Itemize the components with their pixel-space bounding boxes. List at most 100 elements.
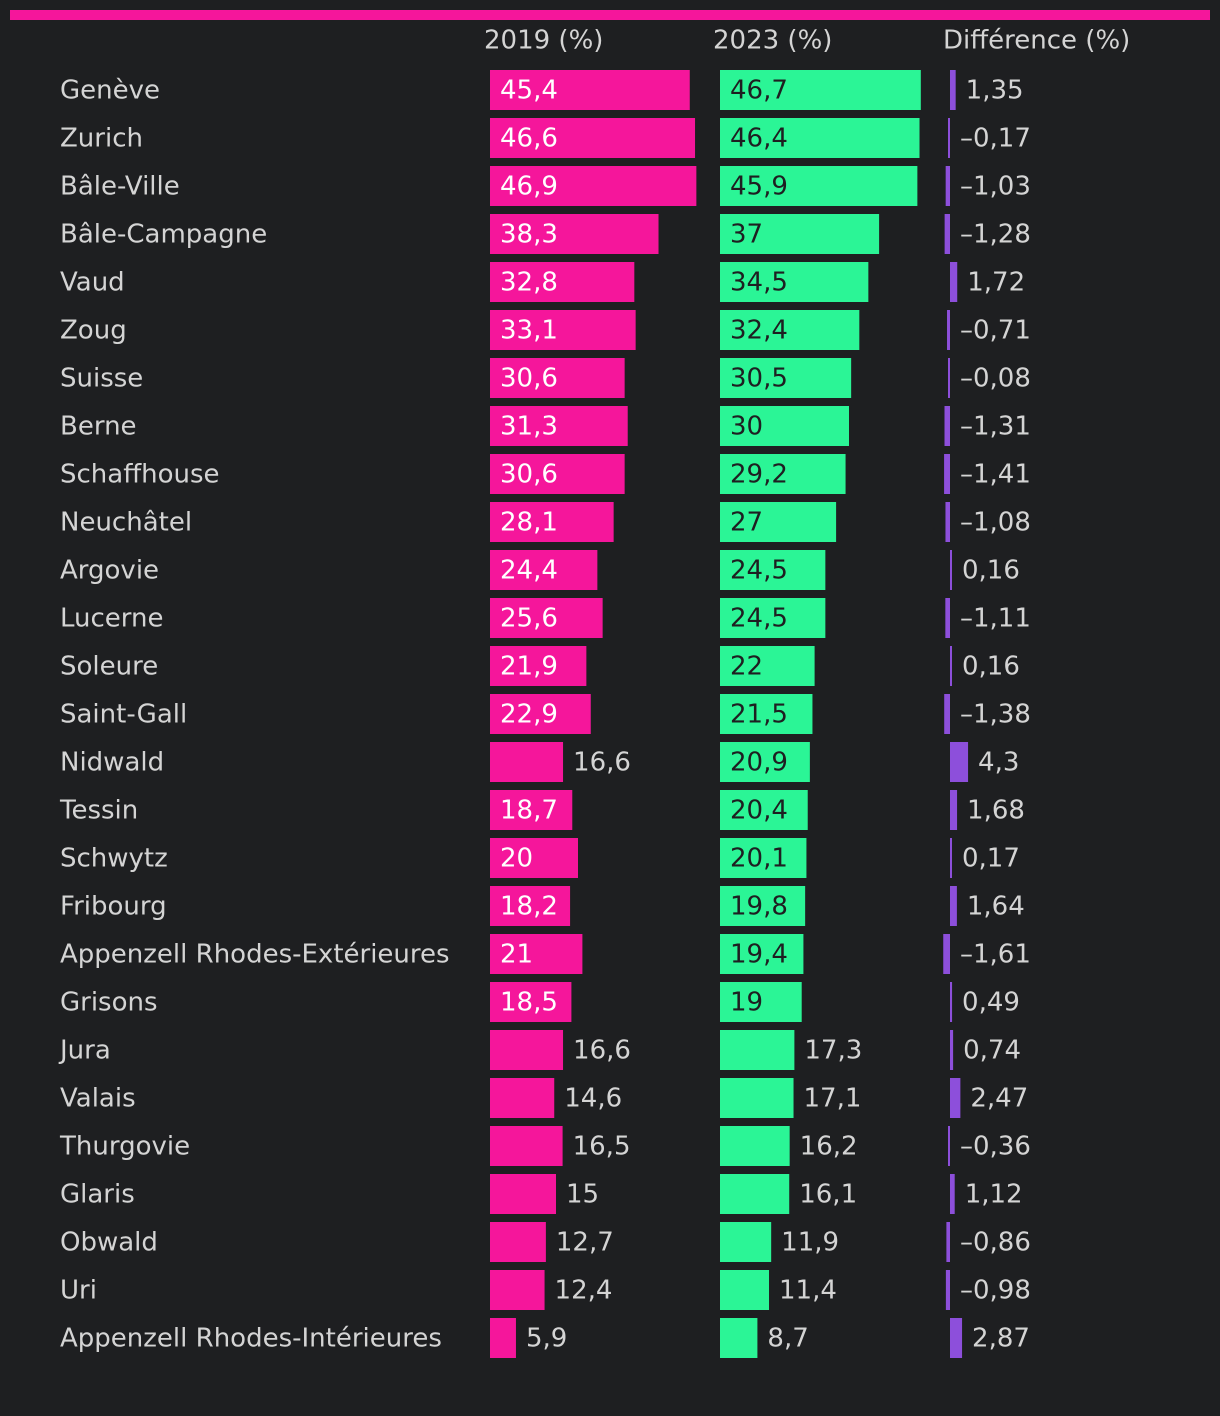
data-label-2019: 12,7 <box>556 1228 614 1258</box>
table-row: Valais 14,6 17,1 2,47 <box>60 1078 1028 1118</box>
data-label-2019: 18,7 <box>500 796 558 826</box>
bar-difference <box>950 886 957 926</box>
data-label-2023: 32,4 <box>730 316 788 346</box>
table-row: Saint-Gall 22,9 21,5 –1,38 <box>60 694 1031 734</box>
data-label-difference: –0,08 <box>960 364 1031 394</box>
data-label-2019: 18,5 <box>500 988 558 1018</box>
bar-2023 <box>720 1078 794 1118</box>
data-label-difference: 1,68 <box>967 796 1025 826</box>
data-label-2023: 46,7 <box>730 76 788 106</box>
data-label-2023: 20,4 <box>730 796 788 826</box>
bar-2019 <box>490 790 573 830</box>
data-label-2023: 34,5 <box>730 268 788 298</box>
bar-difference <box>950 1078 961 1118</box>
row-label: Glaris <box>60 1180 135 1210</box>
data-label-2023: 37 <box>730 220 763 250</box>
data-label-difference: 1,12 <box>965 1180 1023 1210</box>
data-label-2019: 22,9 <box>500 700 558 730</box>
bar-2023 <box>720 694 813 734</box>
bar-2023 <box>720 1174 790 1214</box>
bar-2023 <box>720 1318 758 1358</box>
row-label: Jura <box>58 1036 111 1066</box>
data-label-2023: 27 <box>730 508 763 538</box>
column-headers: 2019 (%) 2023 (%) Différence (%) <box>484 26 1130 56</box>
bar-difference <box>945 598 950 638</box>
data-label-difference: 0,16 <box>962 556 1020 586</box>
data-label-2019: 30,6 <box>500 364 558 394</box>
bar-2019 <box>490 1126 563 1166</box>
bar-2019 <box>490 1030 564 1070</box>
data-label-2019: 16,5 <box>573 1132 631 1162</box>
bar-difference <box>943 934 950 974</box>
bar-difference <box>945 166 950 206</box>
data-label-difference: 4,3 <box>978 748 1019 778</box>
data-label-difference: 1,64 <box>967 892 1025 922</box>
bar-2023 <box>720 886 806 926</box>
bar-difference <box>944 694 950 734</box>
bar-difference <box>944 454 950 494</box>
data-label-2019: 18,2 <box>500 892 558 922</box>
row-label: Soleure <box>60 652 158 682</box>
data-label-2019: 33,1 <box>500 316 558 346</box>
data-label-difference: –0,86 <box>960 1228 1031 1258</box>
data-label-2019: 16,6 <box>573 1036 631 1066</box>
data-label-2023: 16,1 <box>799 1180 857 1210</box>
data-label-2019: 31,3 <box>500 412 558 442</box>
row-label: Saint-Gall <box>60 700 187 730</box>
bar-2023 <box>720 1222 772 1262</box>
row-label: Zoug <box>60 316 127 346</box>
bar-2019 <box>490 166 697 206</box>
bar-difference <box>948 358 950 398</box>
table-row: Suisse 30,6 30,5 –0,08 <box>60 358 1031 398</box>
bar-difference <box>944 406 950 446</box>
bar-2023 <box>720 934 804 974</box>
data-label-2019: 5,9 <box>526 1324 567 1354</box>
data-label-difference: 2,87 <box>972 1324 1030 1354</box>
data-label-2023: 20,1 <box>730 844 788 874</box>
bar-2023 <box>720 166 918 206</box>
table-row: Nidwald 16,6 20,9 4,3 <box>60 742 1019 782</box>
data-label-difference: 2,47 <box>970 1084 1028 1114</box>
bar-2023 <box>720 358 852 398</box>
data-label-difference: –1,41 <box>960 460 1031 490</box>
table-row: Bâle-Ville 46,9 45,9 –1,03 <box>60 166 1031 206</box>
bar-2019 <box>490 646 587 686</box>
data-label-difference: –1,61 <box>960 940 1031 970</box>
bar-difference <box>948 118 950 158</box>
bar-2019 <box>490 1078 555 1118</box>
data-label-2019: 30,6 <box>500 460 558 490</box>
data-label-2023: 17,3 <box>804 1036 862 1066</box>
table-row: Obwald 12,7 11,9 –0,86 <box>60 1222 1031 1262</box>
data-label-difference: 0,74 <box>963 1036 1021 1066</box>
column-header-difference: Différence (%) <box>943 26 1130 56</box>
table-row: Jura 16,6 17,3 0,74 <box>58 1030 1021 1070</box>
row-label: Appenzell Rhodes-Extérieures <box>60 940 450 970</box>
data-label-2019: 32,8 <box>500 268 558 298</box>
row-label: Tessin <box>59 796 138 826</box>
table-row: Fribourg 18,2 19,8 1,64 <box>60 886 1025 926</box>
bar-2023 <box>720 214 880 254</box>
table-row: Appenzell Rhodes-Extérieures 21 19,4 –1,61 <box>60 934 1031 974</box>
row-label: Lucerne <box>60 604 164 634</box>
column-header-2019: 2019 (%) <box>484 26 603 56</box>
row-label: Nidwald <box>60 748 164 778</box>
data-label-2023: 20,9 <box>730 748 788 778</box>
row-label: Vaud <box>60 268 125 298</box>
bar-2019 <box>490 886 571 926</box>
bar-2019 <box>490 262 635 302</box>
data-label-2023: 17,1 <box>804 1084 862 1114</box>
bar-difference <box>945 502 950 542</box>
table-row: Argovie 24,4 24,5 0,16 <box>60 550 1020 590</box>
data-label-difference: –1,03 <box>960 172 1031 202</box>
data-label-difference: 1,72 <box>967 268 1025 298</box>
data-label-2023: 46,4 <box>730 124 788 154</box>
table-row: Vaud 32,8 34,5 1,72 <box>60 262 1025 302</box>
data-label-2023: 16,2 <box>800 1132 858 1162</box>
data-label-2023: 11,9 <box>781 1228 839 1258</box>
data-label-2019: 46,9 <box>500 172 558 202</box>
row-label: Appenzell Rhodes-Intérieures <box>60 1324 442 1354</box>
bar-difference <box>950 982 953 1022</box>
row-label: Fribourg <box>60 892 167 922</box>
row-label: Thurgovie <box>59 1132 190 1162</box>
